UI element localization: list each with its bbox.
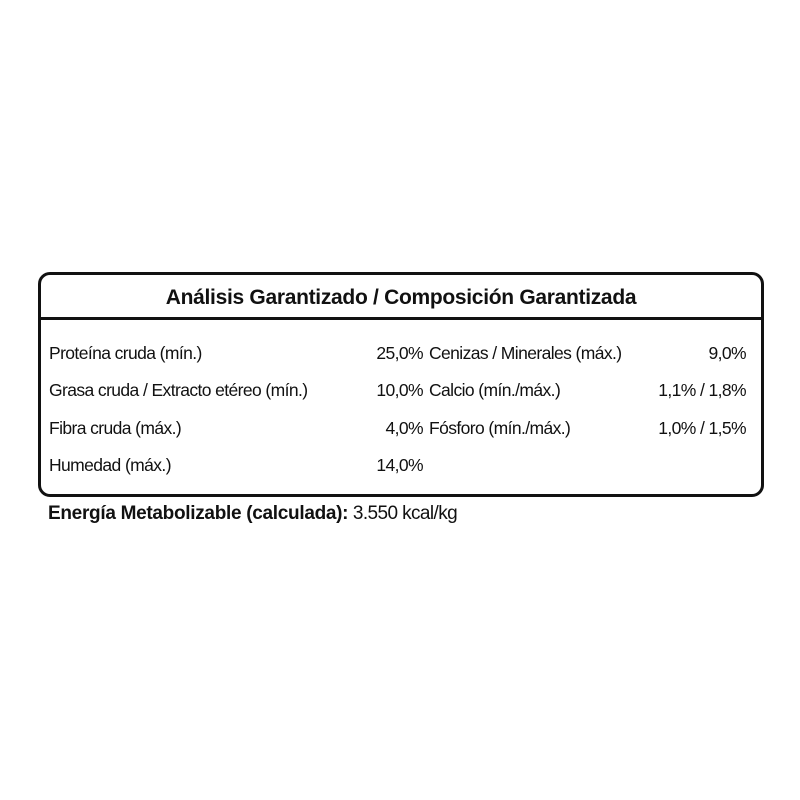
nutrient-label: Fibra cruda (máx.): [49, 418, 182, 438]
nutrient-label: Fósforo (mín./máx.): [429, 418, 571, 438]
guaranteed-analysis-table: Análisis Garantizado / Composición Garan…: [38, 272, 764, 497]
nutrient-value: 9,0%: [708, 343, 747, 363]
energy-value: 3.550 kcal/kg: [348, 503, 458, 524]
nutrient-label: Humedad (máx.): [49, 455, 172, 475]
nutrient-label: Grasa cruda / Extracto etéreo (mín.): [49, 380, 308, 400]
table-row: Humedad (máx.) 14,0%: [41, 455, 761, 485]
nutrient-value: 10,0%: [376, 380, 423, 400]
energy-label: Energía Metabolizable (calculada):: [48, 503, 349, 524]
nutrient-label: Proteína cruda (mín.): [49, 343, 202, 363]
nutrient-label: Calcio (mín./máx.): [429, 380, 561, 400]
nutrient-value: 14,0%: [376, 455, 423, 475]
nutrient-value: 1,0% / 1,5%: [658, 418, 746, 438]
table-row: Grasa cruda / Extracto etéreo (mín.) 10,…: [41, 380, 761, 410]
metabolizable-energy: Energía Metabolizable (calculada): 3.550…: [48, 503, 458, 525]
nutrient-value: 1,1% / 1,8%: [658, 380, 746, 400]
nutrient-value: 25,0%: [376, 343, 423, 363]
nutrient-value: 4,0%: [385, 418, 424, 438]
table-row: Fibra cruda (máx.) 4,0% Fósforo (mín./má…: [41, 418, 761, 448]
nutrient-label: Cenizas / Minerales (máx.): [429, 343, 622, 363]
table-title: Análisis Garantizado / Composición Garan…: [41, 275, 761, 320]
table-row: Proteína cruda (mín.) 25,0% Cenizas / Mi…: [41, 343, 761, 373]
